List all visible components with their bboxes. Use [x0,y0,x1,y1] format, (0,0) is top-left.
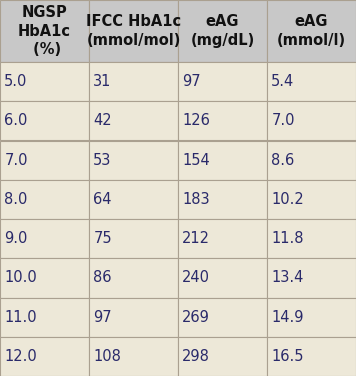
Bar [178,62,267,101]
Bar [89,337,178,376]
Bar [89,219,178,258]
Text: eAG
(mg/dL): eAG (mg/dL) [190,14,255,48]
Bar [267,297,356,337]
Text: 31: 31 [93,74,112,89]
Bar [0,297,89,337]
Text: 97: 97 [182,74,201,89]
Bar [267,337,356,376]
Text: 126: 126 [182,114,210,128]
Text: 10.0: 10.0 [4,270,37,285]
Bar [0,141,89,180]
Text: 5.0: 5.0 [4,74,28,89]
Bar [0,180,89,219]
Bar [89,141,178,180]
Bar [178,0,267,62]
Bar [0,0,89,62]
Bar [89,0,178,62]
Text: 298: 298 [182,349,210,364]
Text: 16.5: 16.5 [271,349,304,364]
Text: 5.4: 5.4 [271,74,294,89]
Bar [178,337,267,376]
Text: 75: 75 [93,231,112,246]
Bar [0,101,89,141]
Text: 240: 240 [182,270,210,285]
Text: 108: 108 [93,349,121,364]
Text: 11.0: 11.0 [4,309,37,324]
Text: 11.8: 11.8 [271,231,304,246]
Text: 154: 154 [182,153,210,168]
Bar [178,101,267,141]
Bar [267,0,356,62]
Text: 269: 269 [182,309,210,324]
Bar [178,219,267,258]
Bar [0,62,89,101]
Text: IFCC HbA1c
(mmol/mol): IFCC HbA1c (mmol/mol) [86,14,181,48]
Text: 6.0: 6.0 [4,114,28,128]
Text: 42: 42 [93,114,112,128]
Text: 212: 212 [182,231,210,246]
Text: 14.9: 14.9 [271,309,304,324]
Bar [267,101,356,141]
Text: eAG
(mmol/l): eAG (mmol/l) [277,14,346,48]
Bar [178,180,267,219]
Bar [267,258,356,297]
Bar [267,62,356,101]
Bar [178,258,267,297]
Bar [0,258,89,297]
Bar [267,180,356,219]
Bar [89,297,178,337]
Bar [178,297,267,337]
Text: 64: 64 [93,192,112,207]
Text: 9.0: 9.0 [4,231,28,246]
Text: 8.0: 8.0 [4,192,28,207]
Bar [267,141,356,180]
Text: 183: 183 [182,192,210,207]
Text: 10.2: 10.2 [271,192,304,207]
Text: 7.0: 7.0 [271,114,295,128]
Bar [89,101,178,141]
Text: 7.0: 7.0 [4,153,28,168]
Bar [89,62,178,101]
Text: 53: 53 [93,153,112,168]
Bar [178,141,267,180]
Text: NGSP
HbA1c
 (%): NGSP HbA1c (%) [18,5,71,57]
Text: 8.6: 8.6 [271,153,294,168]
Bar [0,219,89,258]
Bar [267,219,356,258]
Bar [89,258,178,297]
Text: 97: 97 [93,309,112,324]
Text: 13.4: 13.4 [271,270,304,285]
Text: 12.0: 12.0 [4,349,37,364]
Text: 86: 86 [93,270,112,285]
Bar [89,180,178,219]
Bar [0,337,89,376]
